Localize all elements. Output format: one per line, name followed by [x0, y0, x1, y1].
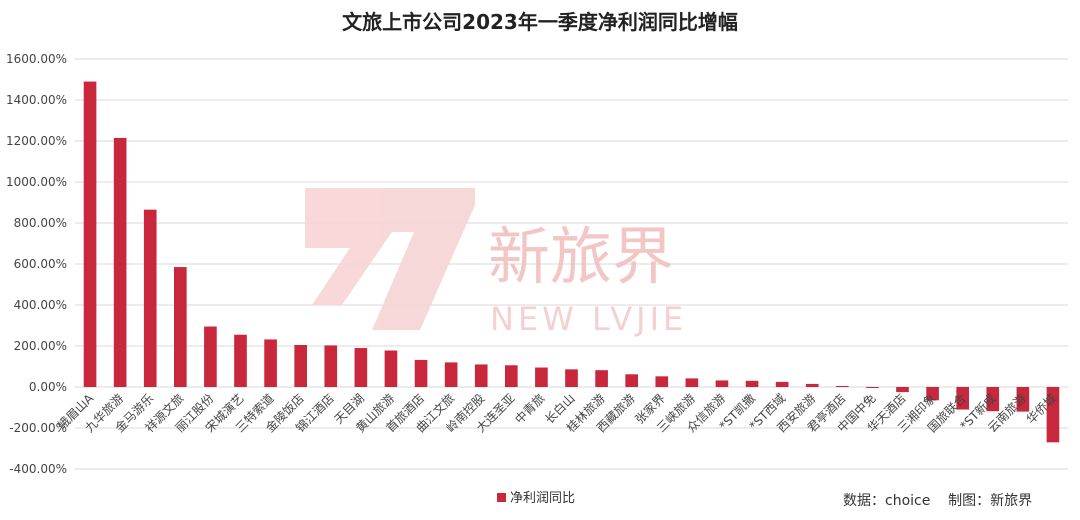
y-tick-label: 400.00% [14, 298, 67, 312]
bar [474, 364, 488, 387]
bar [324, 345, 338, 387]
y-tick-label: 0.00% [29, 380, 67, 394]
bar [866, 387, 879, 389]
bar [685, 378, 699, 387]
y-tick-label: 1600.00% [6, 52, 67, 66]
bar [294, 344, 308, 387]
watermark-sub: NEW LVJIE [490, 300, 687, 338]
source-note: 数据：choice 制图：新旅界 [843, 493, 1032, 509]
bar [745, 380, 759, 387]
bar [1046, 387, 1060, 443]
bar [986, 387, 1000, 412]
bar [805, 383, 819, 387]
bar [775, 381, 789, 387]
bar [204, 326, 217, 387]
y-axis: 1600.00% 1400.00% 1200.00% 1000.00% 800.00% 6… [6, 52, 67, 476]
watermark: 新旅界 NEW LVJIE [305, 188, 687, 338]
y-tick-label: 1400.00% [6, 93, 67, 107]
bar [173, 267, 187, 387]
watermark-brand: 新旅界 [488, 220, 674, 293]
bar [835, 385, 849, 387]
bar [414, 359, 428, 387]
chart-title: 文旅上市公司2023年一季度净利润同比增幅 [342, 10, 738, 34]
bar [384, 350, 398, 387]
legend-label: 净利润同比 [510, 491, 575, 506]
bar [143, 209, 157, 387]
bar [83, 81, 97, 388]
bar [896, 387, 909, 393]
bar [655, 376, 669, 387]
y-tick-label: -200.00% [9, 421, 67, 435]
bar [234, 334, 247, 387]
bar [715, 380, 729, 387]
y-tick-label: 600.00% [14, 257, 67, 271]
bar [354, 348, 368, 387]
bar [504, 365, 518, 387]
bar [956, 387, 970, 410]
legend-swatch [497, 493, 506, 502]
bar [264, 339, 277, 387]
bar [625, 374, 639, 387]
bar [565, 369, 578, 387]
bar [444, 362, 458, 387]
bar [113, 137, 127, 387]
bar [926, 387, 939, 401]
y-tick-label: 1000.00% [6, 175, 67, 189]
bar [595, 370, 608, 387]
y-tick-label: 1200.00% [6, 134, 67, 148]
legend: 净利润同比 [497, 491, 575, 506]
x-tick-label: 中青旅 [511, 391, 547, 427]
y-tick-label: -400.00% [9, 462, 67, 476]
bar [1016, 387, 1030, 412]
bar [535, 367, 548, 387]
bars [83, 81, 1060, 443]
y-tick-label: 800.00% [14, 216, 67, 230]
y-tick-label: 200.00% [14, 339, 67, 353]
watermark-logo-mark [305, 188, 475, 330]
